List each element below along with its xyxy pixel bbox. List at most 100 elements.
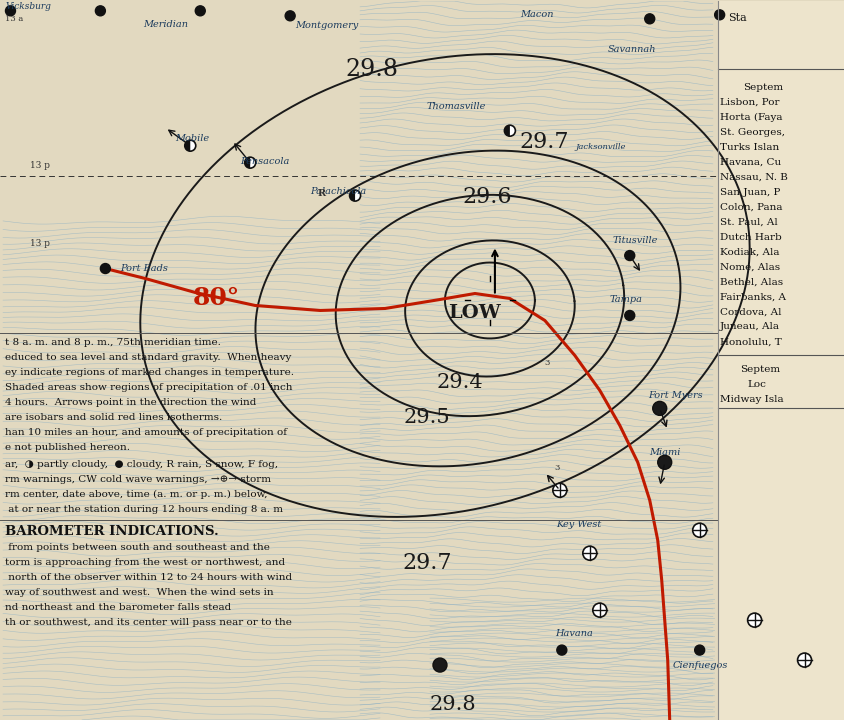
Text: Loc: Loc — [747, 380, 766, 390]
Text: Palachicola: Palachicola — [310, 186, 366, 196]
Circle shape — [349, 190, 360, 201]
Text: 80°: 80° — [192, 287, 239, 310]
Text: rm warnings, CW cold wave warnings, →⊕→ storm: rm warnings, CW cold wave warnings, →⊕→ … — [5, 475, 271, 485]
Text: Honolulu, T: Honolulu, T — [719, 338, 781, 346]
Circle shape — [624, 310, 634, 320]
Text: San Juan, P: San Juan, P — [719, 188, 779, 197]
Text: torm is approaching from the west or northwest, and: torm is approaching from the west or nor… — [5, 558, 285, 567]
Text: 13 p: 13 p — [30, 238, 51, 248]
Text: Havana: Havana — [555, 629, 592, 638]
Text: Fairbanks, A: Fairbanks, A — [719, 292, 785, 302]
Circle shape — [657, 455, 671, 469]
Text: Titusville: Titusville — [612, 235, 657, 245]
Text: t 8 a. m. and 8 p. m., 75th meridian time.: t 8 a. m. and 8 p. m., 75th meridian tim… — [5, 338, 221, 348]
Text: han 10 miles an hour, and amounts of precipitation of: han 10 miles an hour, and amounts of pre… — [5, 428, 287, 437]
Text: Jacksonville: Jacksonville — [575, 143, 625, 150]
Text: Key West: Key West — [555, 521, 600, 529]
Circle shape — [185, 140, 196, 151]
Text: Sta: Sta — [727, 13, 745, 23]
Circle shape — [624, 251, 634, 261]
Text: 29.7: 29.7 — [519, 131, 569, 153]
Text: 29.6: 29.6 — [462, 186, 511, 207]
Text: St. Georges,: St. Georges, — [719, 127, 784, 137]
Text: north of the observer within 12 to 24 hours with wind: north of the observer within 12 to 24 ho… — [5, 573, 292, 582]
Text: e not published hereon.: e not published hereon. — [5, 444, 130, 452]
Text: 29.8: 29.8 — [344, 58, 398, 81]
Text: Pensacola: Pensacola — [240, 157, 289, 166]
Circle shape — [797, 653, 810, 667]
Text: 29.5: 29.5 — [403, 408, 450, 428]
Text: Nassau, N. B: Nassau, N. B — [719, 173, 787, 181]
Circle shape — [644, 14, 654, 24]
Text: Mobile: Mobile — [175, 134, 209, 143]
Polygon shape — [349, 190, 354, 201]
Text: Septem: Septem — [743, 83, 783, 91]
Text: Bethel, Alas: Bethel, Alas — [719, 277, 782, 287]
Circle shape — [432, 658, 446, 672]
Text: Fort Myers: Fort Myers — [647, 392, 701, 400]
Text: at or near the station during 12 hours ending 8 a. m: at or near the station during 12 hours e… — [5, 505, 283, 514]
Text: Savannah: Savannah — [607, 45, 656, 54]
Text: Havana, Cu: Havana, Cu — [719, 158, 780, 166]
Text: 13 p: 13 p — [30, 161, 51, 170]
Text: educed to sea level and standard gravity.  When heavy: educed to sea level and standard gravity… — [5, 354, 291, 362]
Circle shape — [582, 546, 596, 560]
Text: Turks Islan: Turks Islan — [719, 143, 778, 152]
Circle shape — [195, 6, 205, 16]
Text: Septem: Septem — [738, 366, 779, 374]
Text: Nome, Alas: Nome, Alas — [719, 263, 779, 271]
Text: ey indicate regions of marked changes in temperature.: ey indicate regions of marked changes in… — [5, 369, 295, 377]
Text: way of southwest and west.  When the wind sets in: way of southwest and west. When the wind… — [5, 588, 273, 597]
Text: Port Eads: Port Eads — [120, 264, 168, 273]
Circle shape — [284, 11, 295, 21]
Text: Lisbon, Por: Lisbon, Por — [719, 98, 778, 107]
Text: ar,  ◑ partly cloudy,  ● cloudy, R rain, S snow, F fog,: ar, ◑ partly cloudy, ● cloudy, R rain, S… — [5, 460, 279, 469]
Text: 29.7: 29.7 — [402, 552, 451, 574]
Circle shape — [5, 6, 15, 16]
Circle shape — [747, 613, 760, 627]
Circle shape — [652, 401, 666, 415]
Text: Dutch Harb: Dutch Harb — [719, 233, 781, 242]
Text: Macon: Macon — [519, 10, 553, 19]
Text: Shaded areas show regions of precipitation of .01 inch: Shaded areas show regions of precipitati… — [5, 383, 293, 392]
Text: Vicksburg: Vicksburg — [5, 2, 51, 11]
Text: 13 a: 13 a — [5, 15, 24, 23]
Text: Kodiak, Ala: Kodiak, Ala — [719, 248, 778, 256]
Circle shape — [692, 523, 706, 537]
Circle shape — [552, 483, 566, 498]
Circle shape — [95, 6, 106, 16]
Circle shape — [714, 10, 724, 20]
Polygon shape — [504, 125, 509, 136]
Text: Colon, Pana: Colon, Pana — [719, 202, 782, 212]
Text: BAROMETER INDICATIONS.: BAROMETER INDICATIONS. — [5, 525, 219, 539]
Text: Cordova, Al: Cordova, Al — [719, 307, 780, 317]
Text: th or southwest, and its center will pass near or to the: th or southwest, and its center will pas… — [5, 618, 292, 627]
Text: 3: 3 — [544, 359, 549, 367]
Circle shape — [504, 125, 515, 136]
Bar — [717, 1, 843, 720]
Circle shape — [100, 264, 111, 274]
Text: Tampa: Tampa — [609, 295, 642, 305]
Circle shape — [694, 645, 704, 655]
Polygon shape — [245, 157, 250, 168]
Text: Thomasville: Thomasville — [426, 102, 486, 111]
Text: Cienfuegos: Cienfuegos — [672, 661, 728, 670]
Text: Midway Isla: Midway Isla — [719, 395, 782, 405]
Text: 3: 3 — [555, 464, 560, 472]
Circle shape — [592, 603, 606, 617]
Text: Juneau, Ala: Juneau, Ala — [719, 323, 779, 331]
Text: Horta (Faya: Horta (Faya — [719, 113, 782, 122]
Text: LOW: LOW — [447, 305, 500, 323]
Text: St. Paul, Al: St. Paul, Al — [719, 217, 776, 227]
Text: are isobars and solid red lines isotherms.: are isobars and solid red lines isotherm… — [5, 413, 223, 423]
Text: nd northeast and the barometer falls stead: nd northeast and the barometer falls ste… — [5, 603, 231, 612]
Text: Miami: Miami — [648, 449, 679, 457]
Text: Meridian: Meridian — [143, 20, 188, 29]
Circle shape — [245, 157, 256, 168]
Text: rm center, date above, time (a. m. or p. m.) below,: rm center, date above, time (a. m. or p.… — [5, 490, 268, 500]
Text: from points between south and southeast and the: from points between south and southeast … — [5, 543, 270, 552]
Text: Montgomery: Montgomery — [295, 21, 358, 30]
Circle shape — [556, 645, 566, 655]
Text: R: R — [316, 189, 325, 197]
Text: 29.4: 29.4 — [436, 374, 483, 392]
